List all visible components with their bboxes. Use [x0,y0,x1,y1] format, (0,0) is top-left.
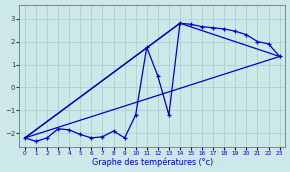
X-axis label: Graphe des températures (°c): Graphe des températures (°c) [92,158,213,167]
